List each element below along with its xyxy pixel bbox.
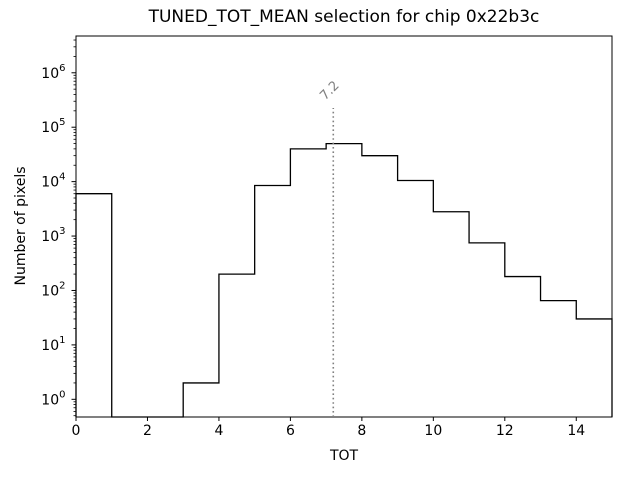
y-tick-label: 103 (41, 226, 65, 245)
x-tick-label: 0 (72, 423, 81, 439)
x-axis-label: TOT (329, 448, 359, 464)
histogram-step-line (75, 142, 613, 418)
axes-frame (75, 35, 613, 418)
x-tick-label: 14 (567, 423, 585, 439)
x-tick-label: 2 (143, 423, 152, 439)
y-tick-label: 104 (41, 172, 65, 191)
y-tick-label: 102 (41, 280, 65, 299)
y-tick-label: 100 (41, 389, 65, 408)
y-tick-label: 105 (41, 117, 65, 136)
chart-title: TUNED_TOT_MEAN selection for chip 0x22b3… (148, 7, 540, 27)
x-axis-ticks: 0 2 4 6 8 10 12 14 (72, 417, 585, 439)
x-tick-label: 8 (357, 423, 366, 439)
x-tick-label: 10 (424, 423, 442, 439)
y-axis-label: Number of pixels (13, 166, 29, 286)
x-tick-label: 6 (286, 423, 295, 439)
y-tick-label: 106 (41, 63, 65, 82)
x-tick-label: 4 (214, 423, 223, 439)
y-tick-label: 101 (41, 335, 65, 354)
x-tick-label: 12 (496, 423, 514, 439)
y-axis-ticks: 100 101 102 103 104 105 106 (41, 63, 76, 408)
